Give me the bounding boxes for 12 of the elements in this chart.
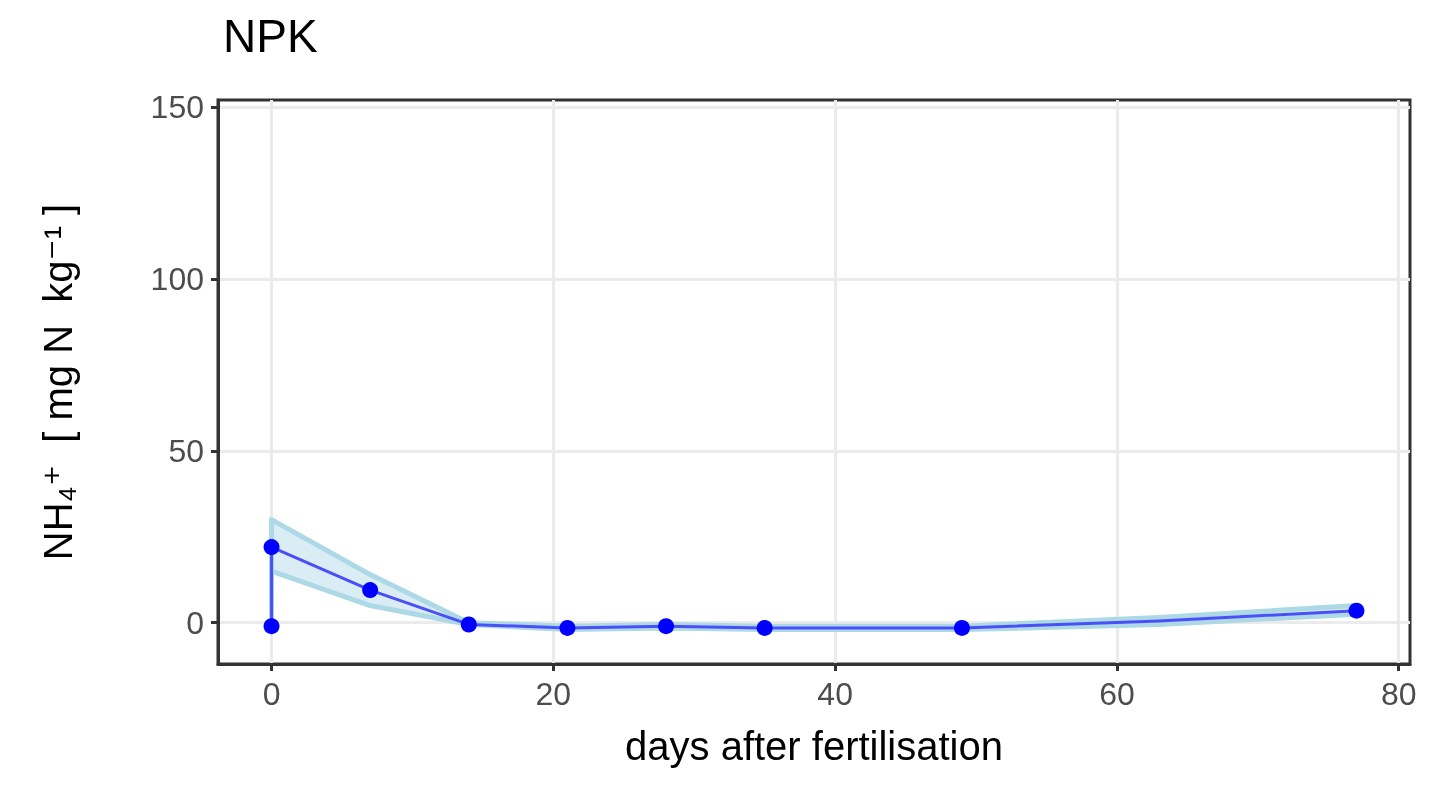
x-tick-label: 60: [1099, 676, 1135, 712]
x-tick-label: 40: [817, 676, 853, 712]
y-axis-title: NH₄⁺ [ mg N kg⁻¹ ]: [36, 203, 80, 561]
x-tick-label: 20: [535, 676, 572, 712]
chart-title: NPK: [223, 10, 318, 62]
y-tick-label: 0: [186, 604, 204, 641]
x-axis-title: days after fertilisation: [625, 724, 1003, 768]
y-tick-label: 100: [150, 260, 204, 297]
y-tick-label: 150: [150, 88, 204, 125]
y-tick-label: 50: [168, 432, 204, 469]
x-tick-label: 0: [262, 676, 281, 712]
x-tick-label: 80: [1380, 676, 1417, 712]
